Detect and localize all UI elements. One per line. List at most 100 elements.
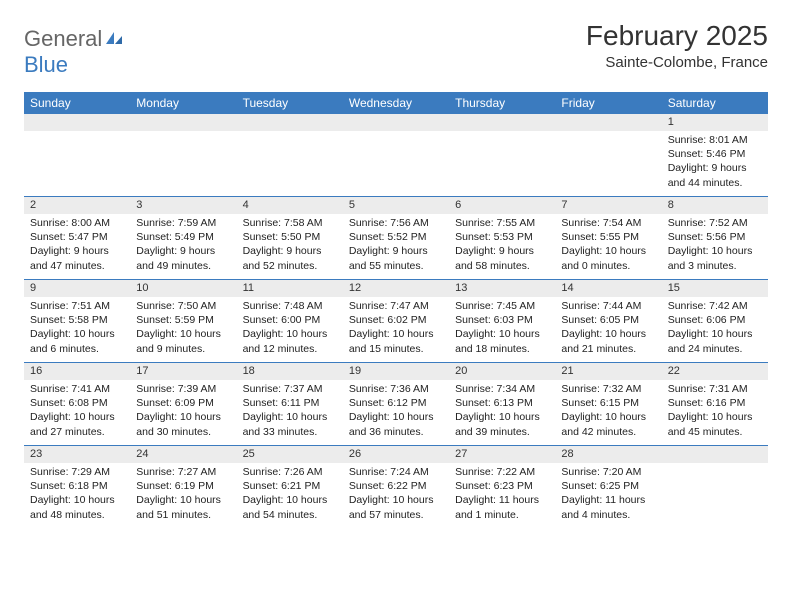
calendar-day-cell: 6Sunrise: 7:55 AMSunset: 5:53 PMDaylight… [449, 197, 555, 280]
sunrise-text: Sunrise: 7:39 AM [136, 382, 230, 396]
day-number: 18 [237, 363, 343, 380]
sunrise-text: Sunrise: 8:00 AM [30, 216, 124, 230]
day-details: Sunrise: 7:32 AMSunset: 6:15 PMDaylight:… [555, 380, 661, 443]
day-details: Sunrise: 7:44 AMSunset: 6:05 PMDaylight:… [555, 297, 661, 360]
daylight-text: Daylight: 10 hours and 30 minutes. [136, 410, 230, 438]
calendar-table: SundayMondayTuesdayWednesdayThursdayFrid… [24, 92, 768, 528]
sunset-text: Sunset: 6:00 PM [243, 313, 337, 327]
sunrise-text: Sunrise: 7:31 AM [668, 382, 762, 396]
day-number: 21 [555, 363, 661, 380]
daylight-text: Daylight: 11 hours and 1 minute. [455, 493, 549, 521]
calendar-day-cell: 4Sunrise: 7:58 AMSunset: 5:50 PMDaylight… [237, 197, 343, 280]
calendar-week-row: 2Sunrise: 8:00 AMSunset: 5:47 PMDaylight… [24, 197, 768, 280]
calendar-day-cell [343, 114, 449, 197]
day-details: Sunrise: 8:01 AMSunset: 5:46 PMDaylight:… [662, 131, 768, 194]
day-number [555, 114, 661, 131]
daylight-text: Daylight: 10 hours and 9 minutes. [136, 327, 230, 355]
day-details: Sunrise: 7:22 AMSunset: 6:23 PMDaylight:… [449, 463, 555, 526]
calendar-day-cell: 11Sunrise: 7:48 AMSunset: 6:00 PMDayligh… [237, 280, 343, 363]
calendar-body: 1Sunrise: 8:01 AMSunset: 5:46 PMDaylight… [24, 114, 768, 528]
sunrise-text: Sunrise: 7:50 AM [136, 299, 230, 313]
day-details: Sunrise: 7:51 AMSunset: 5:58 PMDaylight:… [24, 297, 130, 360]
logo-sail-icon [104, 26, 124, 52]
day-number: 14 [555, 280, 661, 297]
sunset-text: Sunset: 6:15 PM [561, 396, 655, 410]
day-number: 27 [449, 446, 555, 463]
day-number: 20 [449, 363, 555, 380]
sunrise-text: Sunrise: 7:47 AM [349, 299, 443, 313]
calendar-day-cell [449, 114, 555, 197]
sunset-text: Sunset: 6:03 PM [455, 313, 549, 327]
sunset-text: Sunset: 5:47 PM [30, 230, 124, 244]
header: GeneralBlue February 2025 Sainte-Colombe… [24, 20, 768, 78]
daylight-text: Daylight: 10 hours and 57 minutes. [349, 493, 443, 521]
sunrise-text: Sunrise: 7:55 AM [455, 216, 549, 230]
calendar-day-cell: 10Sunrise: 7:50 AMSunset: 5:59 PMDayligh… [130, 280, 236, 363]
calendar-day-cell [662, 446, 768, 529]
weekday-header: Thursday [449, 92, 555, 114]
day-details: Sunrise: 7:59 AMSunset: 5:49 PMDaylight:… [130, 214, 236, 277]
day-number: 24 [130, 446, 236, 463]
sunset-text: Sunset: 5:58 PM [30, 313, 124, 327]
day-number [130, 114, 236, 131]
weekday-header: Monday [130, 92, 236, 114]
calendar-day-cell [237, 114, 343, 197]
sunrise-text: Sunrise: 7:54 AM [561, 216, 655, 230]
calendar-week-row: 1Sunrise: 8:01 AMSunset: 5:46 PMDaylight… [24, 114, 768, 197]
sunrise-text: Sunrise: 7:36 AM [349, 382, 443, 396]
daylight-text: Daylight: 9 hours and 55 minutes. [349, 244, 443, 272]
day-number: 28 [555, 446, 661, 463]
daylight-text: Daylight: 9 hours and 44 minutes. [668, 161, 762, 189]
sunrise-text: Sunrise: 7:32 AM [561, 382, 655, 396]
calendar-day-cell: 20Sunrise: 7:34 AMSunset: 6:13 PMDayligh… [449, 363, 555, 446]
calendar-day-cell: 2Sunrise: 8:00 AMSunset: 5:47 PMDaylight… [24, 197, 130, 280]
sunset-text: Sunset: 6:12 PM [349, 396, 443, 410]
sunset-text: Sunset: 6:06 PM [668, 313, 762, 327]
calendar-day-cell: 13Sunrise: 7:45 AMSunset: 6:03 PMDayligh… [449, 280, 555, 363]
sunset-text: Sunset: 6:09 PM [136, 396, 230, 410]
calendar-day-cell: 14Sunrise: 7:44 AMSunset: 6:05 PMDayligh… [555, 280, 661, 363]
daylight-text: Daylight: 10 hours and 48 minutes. [30, 493, 124, 521]
calendar-day-cell: 12Sunrise: 7:47 AMSunset: 6:02 PMDayligh… [343, 280, 449, 363]
day-number [662, 446, 768, 463]
day-number: 19 [343, 363, 449, 380]
day-details: Sunrise: 7:47 AMSunset: 6:02 PMDaylight:… [343, 297, 449, 360]
daylight-text: Daylight: 10 hours and 3 minutes. [668, 244, 762, 272]
daylight-text: Daylight: 10 hours and 15 minutes. [349, 327, 443, 355]
day-details: Sunrise: 7:56 AMSunset: 5:52 PMDaylight:… [343, 214, 449, 277]
daylight-text: Daylight: 9 hours and 47 minutes. [30, 244, 124, 272]
weekday-header: Tuesday [237, 92, 343, 114]
day-number [24, 114, 130, 131]
sunrise-text: Sunrise: 7:59 AM [136, 216, 230, 230]
sunrise-text: Sunrise: 7:22 AM [455, 465, 549, 479]
calendar-day-cell: 9Sunrise: 7:51 AMSunset: 5:58 PMDaylight… [24, 280, 130, 363]
sunset-text: Sunset: 6:23 PM [455, 479, 549, 493]
sunset-text: Sunset: 6:02 PM [349, 313, 443, 327]
calendar-day-cell: 27Sunrise: 7:22 AMSunset: 6:23 PMDayligh… [449, 446, 555, 529]
sunrise-text: Sunrise: 7:34 AM [455, 382, 549, 396]
daylight-text: Daylight: 10 hours and 0 minutes. [561, 244, 655, 272]
calendar-day-cell [130, 114, 236, 197]
calendar-day-cell: 24Sunrise: 7:27 AMSunset: 6:19 PMDayligh… [130, 446, 236, 529]
sunrise-text: Sunrise: 7:52 AM [668, 216, 762, 230]
day-number: 1 [662, 114, 768, 131]
day-number: 23 [24, 446, 130, 463]
sunset-text: Sunset: 5:55 PM [561, 230, 655, 244]
sunrise-text: Sunrise: 7:41 AM [30, 382, 124, 396]
day-details: Sunrise: 8:00 AMSunset: 5:47 PMDaylight:… [24, 214, 130, 277]
calendar-day-cell: 26Sunrise: 7:24 AMSunset: 6:22 PMDayligh… [343, 446, 449, 529]
sunset-text: Sunset: 6:16 PM [668, 396, 762, 410]
sunset-text: Sunset: 6:19 PM [136, 479, 230, 493]
day-number: 4 [237, 197, 343, 214]
sunrise-text: Sunrise: 7:44 AM [561, 299, 655, 313]
sunrise-text: Sunrise: 7:24 AM [349, 465, 443, 479]
calendar-week-row: 23Sunrise: 7:29 AMSunset: 6:18 PMDayligh… [24, 446, 768, 529]
calendar-day-cell: 18Sunrise: 7:37 AMSunset: 6:11 PMDayligh… [237, 363, 343, 446]
logo-blue: Blue [24, 52, 68, 77]
calendar-day-cell: 17Sunrise: 7:39 AMSunset: 6:09 PMDayligh… [130, 363, 236, 446]
day-number: 11 [237, 280, 343, 297]
weekday-header: Sunday [24, 92, 130, 114]
day-number: 22 [662, 363, 768, 380]
sunrise-text: Sunrise: 7:51 AM [30, 299, 124, 313]
day-details: Sunrise: 7:58 AMSunset: 5:50 PMDaylight:… [237, 214, 343, 277]
